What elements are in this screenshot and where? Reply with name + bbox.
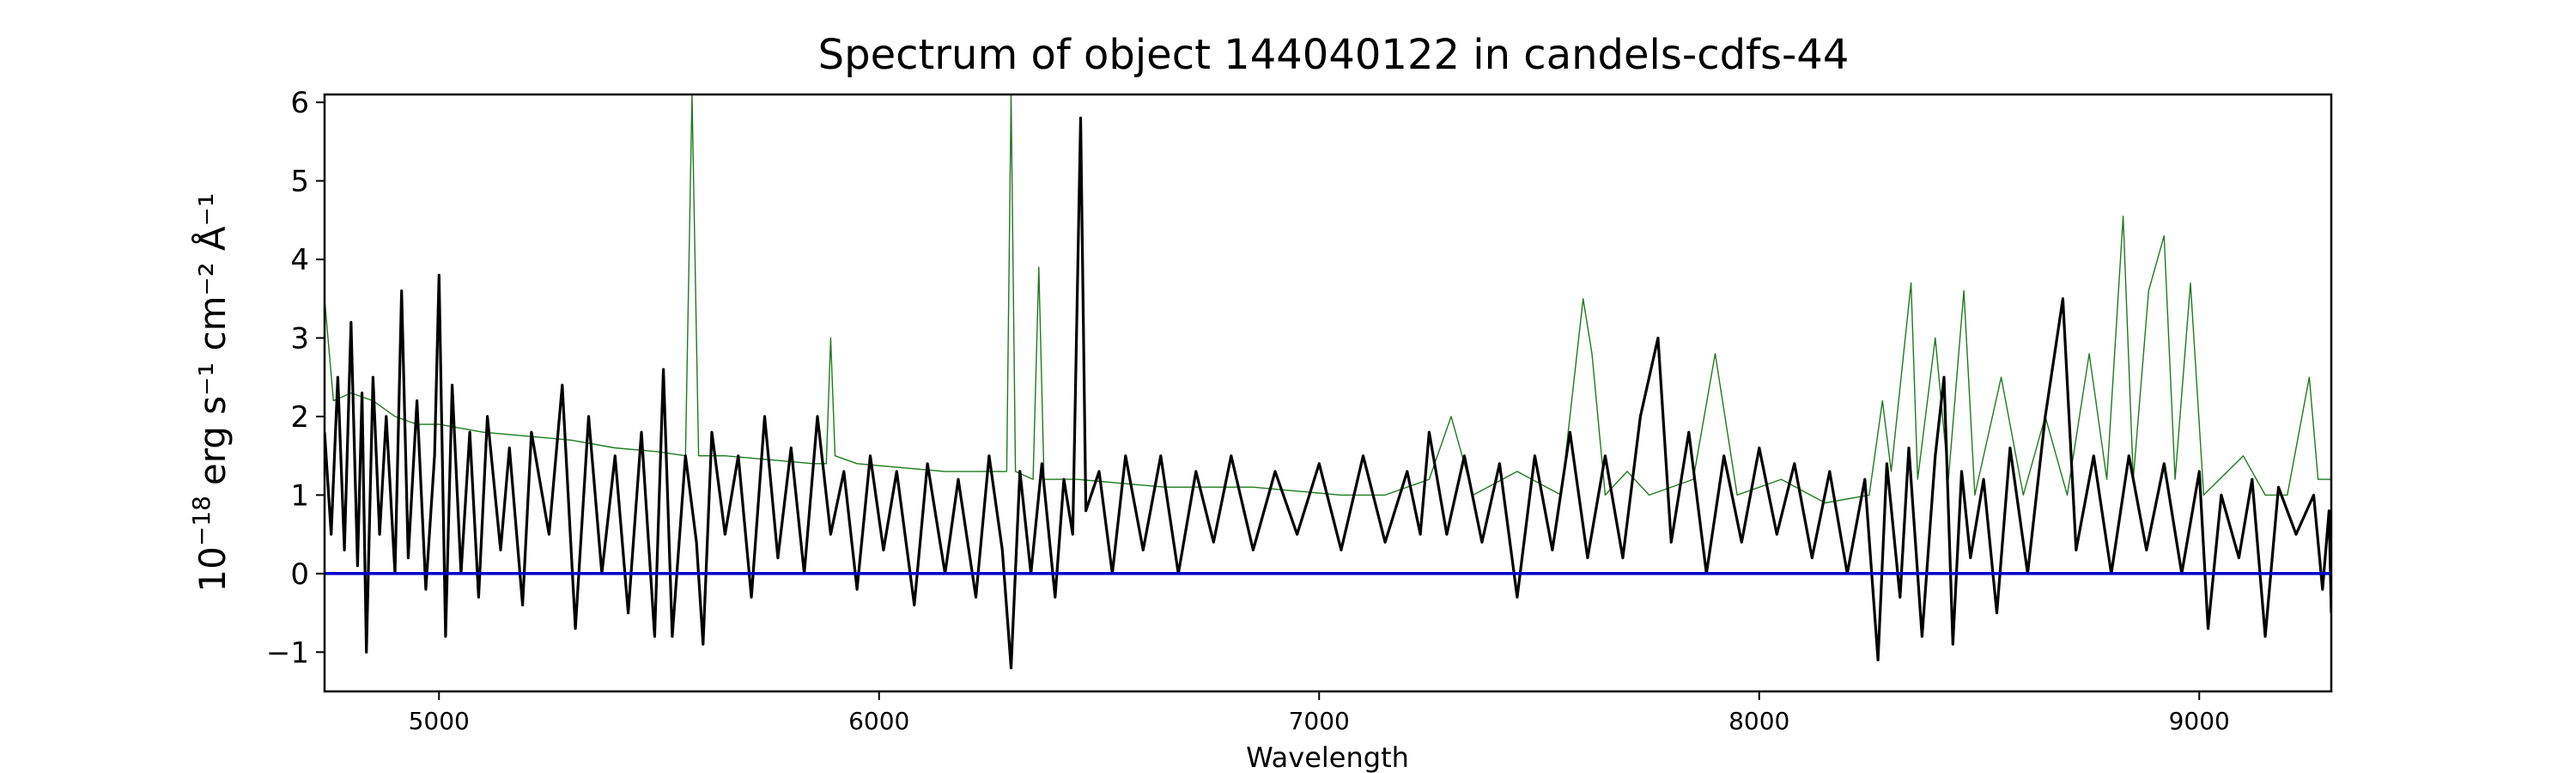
x-tick-label: 9000 (2169, 707, 2230, 735)
y-tick-label: 4 (290, 243, 309, 277)
x-axis-label: Wavelength (1246, 741, 1409, 773)
y-tick-label: 5 (290, 165, 309, 199)
y-tick-label: 0 (290, 557, 309, 592)
x-tick-label: 6000 (848, 707, 909, 735)
y-tick-label: 1 (290, 478, 309, 513)
y-tick-label: 3 (290, 321, 309, 356)
series-layer (325, 94, 2331, 670)
y-tick-label: 2 (290, 400, 309, 435)
y-axis-label: 10−18 erg s⁻¹ cm⁻² Å⁻¹ (187, 192, 234, 592)
y-axis: −1 0 1 2 3 4 5 6 (266, 86, 325, 670)
plot-frame (323, 93, 2333, 693)
x-tick-label: 8000 (1728, 707, 1789, 735)
chart-title: Spectrum of object 144040122 in candels-… (818, 31, 1850, 79)
model-spectrum-line (325, 94, 2331, 504)
y-tick-label: −1 (266, 636, 309, 670)
observed-spectrum-line (325, 116, 2331, 670)
y-axis-label-base: 10 (191, 546, 234, 592)
x-axis: 5000 6000 7000 8000 9000 (409, 691, 2230, 735)
y-axis-label-units: erg s⁻¹ cm⁻² Å⁻¹ (191, 192, 234, 485)
x-tick-label: 7000 (1289, 707, 1350, 735)
y-tick-label: 6 (290, 86, 309, 120)
y-axis-label-exponent: −18 (187, 496, 216, 546)
x-tick-label: 5000 (409, 707, 470, 735)
